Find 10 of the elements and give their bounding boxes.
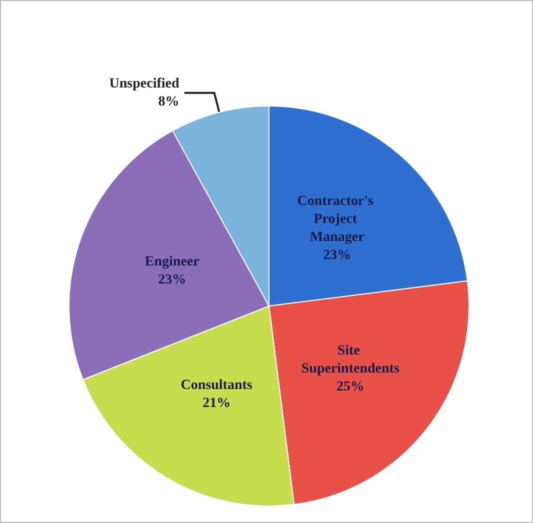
data-label: 23% xyxy=(323,248,352,264)
slice-label: Consultants xyxy=(180,378,253,394)
data-label: 23% xyxy=(158,272,186,288)
slice-label: Site Superintendents xyxy=(301,344,400,377)
data-label: 8% xyxy=(158,94,180,110)
slice-label: Unspecified xyxy=(109,76,180,92)
slice-label: Contractor's Project Manager xyxy=(297,194,377,246)
data-label: 25% xyxy=(336,380,364,395)
slice-label: Engineer xyxy=(144,254,200,270)
data-label: 21% xyxy=(202,396,231,412)
